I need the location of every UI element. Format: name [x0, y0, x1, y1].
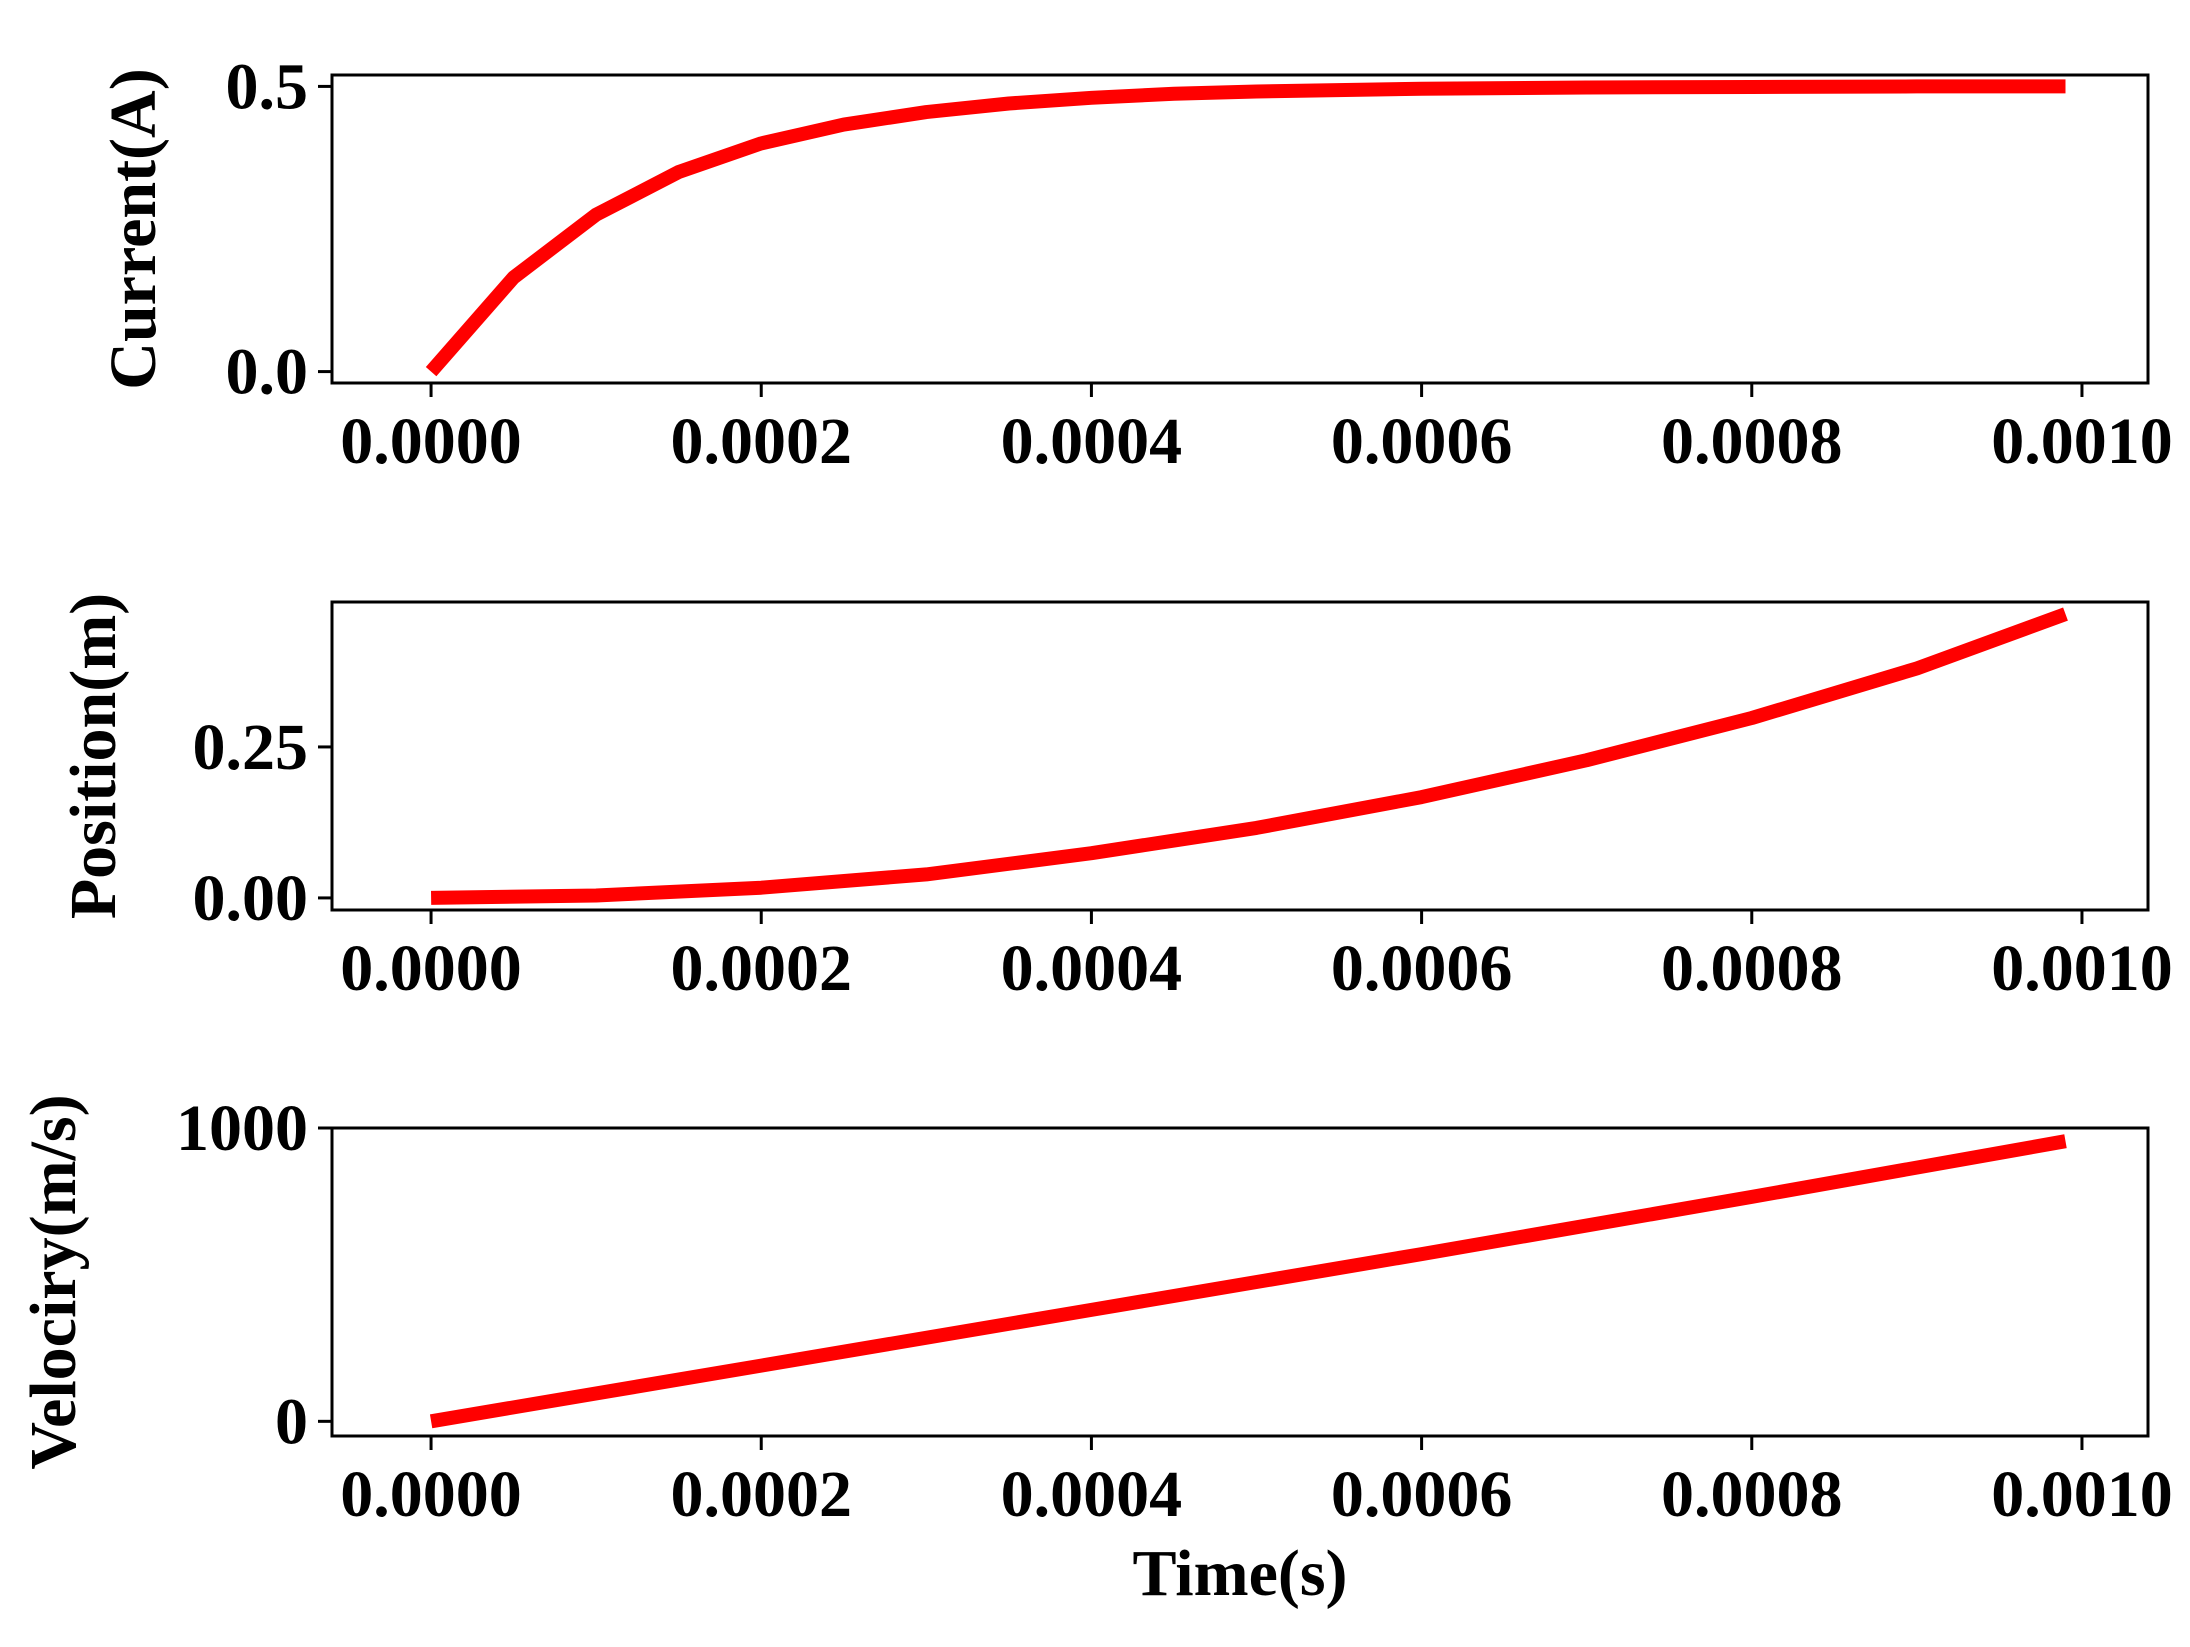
y-tick-label: 0.25: [193, 711, 309, 784]
x-tick-label: 0.0008: [1661, 405, 1843, 478]
current-y-axis-label: Current(A): [97, 68, 170, 389]
velocity-subplot: 0.0000 0.0002 0.0004 0.0006 0.0008 0.0010 0 100…: [17, 1092, 2173, 1610]
x-tick-label: 0.0006: [1331, 1458, 1513, 1531]
velocity-y-axis-label: Velociry(m/s): [17, 1094, 90, 1469]
x-tick-label: 0.0004: [1001, 932, 1183, 1005]
y-tick-label: 0.5: [226, 50, 309, 123]
x-tick-label: 0.0002: [670, 932, 852, 1005]
position-axes-frame: [330, 600, 2150, 912]
x-tick-label: 0.0000: [340, 932, 522, 1005]
x-tick-label: 0.0004: [1001, 1458, 1183, 1531]
current-series-line: [425, 79, 2066, 377]
x-tick-label: 0.0010: [1991, 1458, 2173, 1531]
x-axis-label: Time(s): [1132, 1537, 1347, 1610]
y-tick-label: 0.0: [226, 336, 309, 409]
x-tick-label: 0.0002: [670, 405, 852, 478]
x-tick-label: 0.0006: [1331, 405, 1513, 478]
velocity-axes-frame: [330, 1126, 2150, 1438]
x-tick-label: 0.0004: [1001, 405, 1183, 478]
position-subplot: 0.0000 0.0002 0.0004 0.0006 0.0008 0.0010 0.00…: [57, 593, 2173, 1005]
x-tick-label: 0.0010: [1991, 405, 2173, 478]
x-tick-label: 0.0000: [340, 1458, 522, 1531]
y-tick-label: 1000: [176, 1092, 308, 1165]
y-tick-label: 0: [275, 1385, 308, 1458]
x-tick-label: 0.0008: [1661, 1458, 1843, 1531]
current-subplot: 0.0000 0.0002 0.0004 0.0006 0.0008 0.0010 0.0 0…: [97, 50, 2173, 478]
y-tick-label: 0.00: [193, 862, 309, 935]
position-y-axis-label: Position(m): [57, 593, 130, 919]
x-tick-label: 0.0008: [1661, 932, 1843, 1005]
x-tick-label: 0.0000: [340, 405, 522, 478]
current-axes-frame: [330, 73, 2150, 385]
subplots: 0.0000 0.0002 0.0004 0.0006 0.0008 0.00100.00…: [17, 50, 2173, 1610]
x-tick-label: 0.0010: [1991, 932, 2173, 1005]
x-tick-label: 0.0006: [1331, 932, 1513, 1005]
position-series-line: [430, 607, 2068, 905]
velocity-series-line: [429, 1134, 2067, 1429]
x-tick-label: 0.0002: [670, 1458, 852, 1531]
